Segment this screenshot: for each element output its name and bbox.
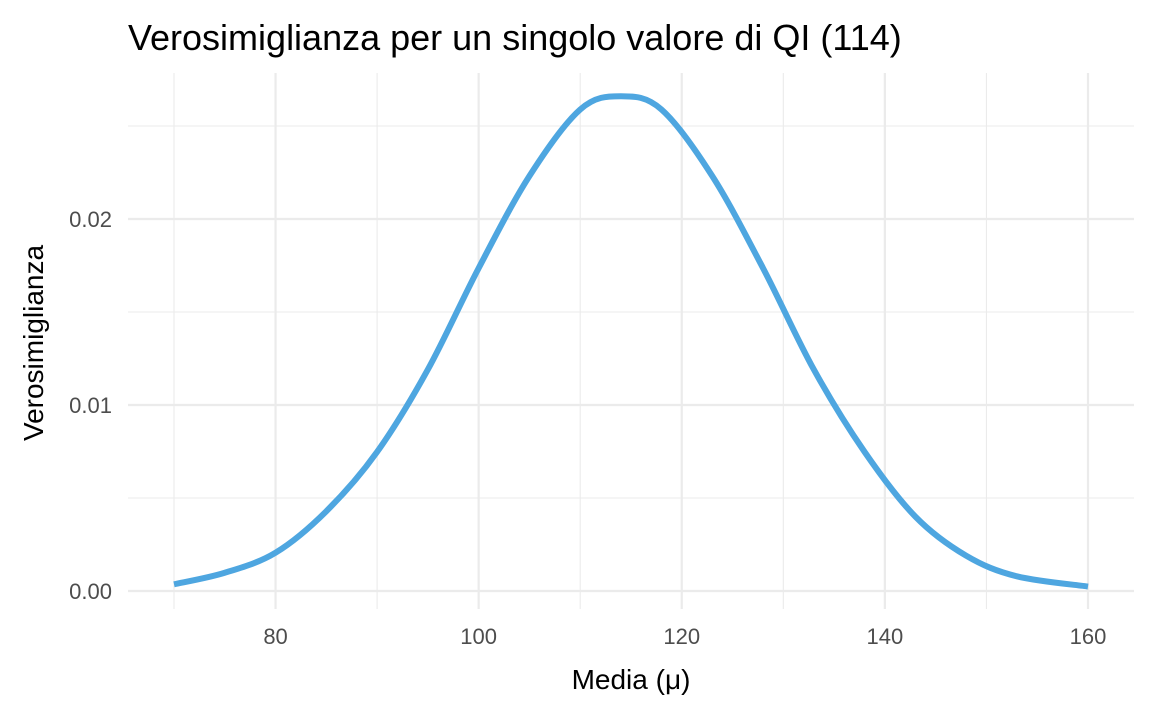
x-axis-title: Media (μ) (572, 664, 691, 695)
grid-lines (128, 73, 1134, 609)
series-layer (173, 93, 1089, 590)
likelihood-curve-line (173, 93, 1089, 590)
tick-labels: 0.00 0.01 0.02 80 100 120 140 160 (69, 207, 1106, 649)
y-tick-label: 0.00 (69, 579, 112, 604)
y-axis-title: Verosimiglianza (18, 245, 49, 442)
chart-title: Verosimiglianza per un singolo valore di… (128, 17, 902, 58)
x-tick-label: 160 (1070, 624, 1107, 649)
x-tick-label: 80 (263, 624, 287, 649)
x-tick-label: 140 (867, 624, 904, 649)
y-tick-label: 0.02 (69, 207, 112, 232)
x-tick-label: 100 (460, 624, 497, 649)
x-tick-label: 120 (663, 624, 700, 649)
y-tick-label: 0.01 (69, 393, 112, 418)
